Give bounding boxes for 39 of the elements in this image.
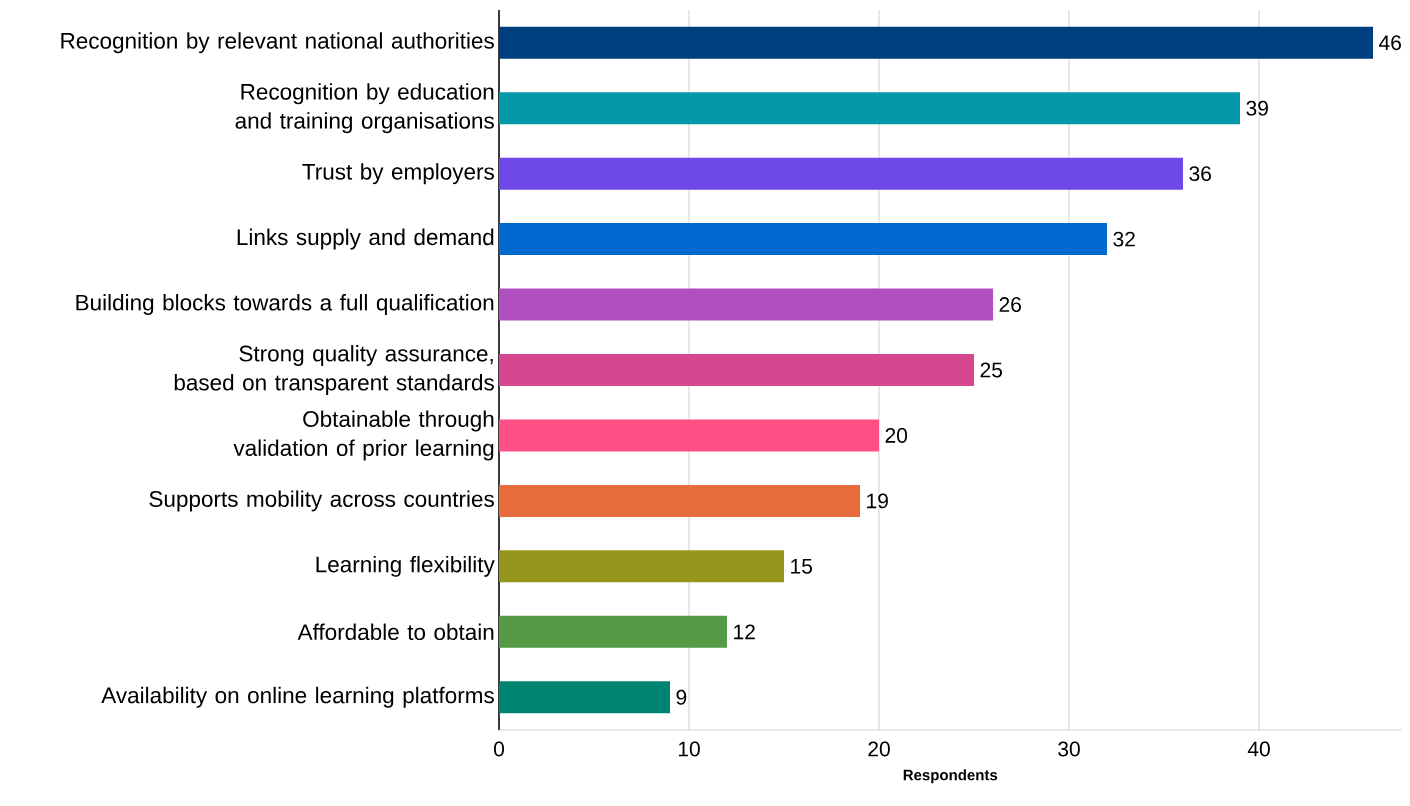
bar — [499, 157, 1184, 190]
y-tick-label: Recognition by education and training organisations — [235, 83, 494, 134]
data-label: 25 — [980, 362, 1003, 378]
bar — [499, 484, 861, 517]
bar — [499, 354, 975, 386]
data-label: 39 — [1246, 100, 1268, 116]
y-tick-label: Learning flexibility — [316, 555, 495, 577]
data-label: 26 — [999, 297, 1021, 312]
data-label: 19 — [867, 493, 888, 509]
y-tick-label: Availability on online learning platforms — [101, 686, 494, 708]
bar — [499, 288, 994, 321]
y-tick-label: Building blocks towards a full qualification — [76, 294, 494, 316]
bar — [499, 92, 1241, 125]
data-label: 15 — [791, 559, 812, 574]
y-tick-label: Supports mobility across countries — [149, 490, 494, 512]
data-label: 12 — [734, 624, 755, 640]
y-tick-label: Recognition by relevant national authorities — [61, 32, 494, 54]
y-tick-label: Trust by employers — [302, 163, 494, 185]
y-tick-label: Affordable to obtain — [297, 623, 494, 641]
bar — [499, 615, 728, 648]
data-label: 32 — [1113, 231, 1135, 247]
data-label: 46 — [1379, 35, 1401, 51]
x-tick-label: 10 — [678, 741, 700, 757]
data-label: 36 — [1189, 166, 1211, 182]
y-tick-label: Obtainable through validation of prior learning — [233, 410, 494, 461]
x-tick-label: 0 — [493, 741, 505, 757]
x-tick-label: 40 — [1247, 741, 1270, 757]
bar — [499, 223, 1108, 256]
y-tick-label: Links supply and demand — [237, 228, 494, 250]
x-axis-title: Respondents — [903, 769, 998, 784]
y-tick-label: Strong quality assurance, based on transparent standards — [174, 345, 494, 395]
bar — [499, 26, 1374, 59]
bar — [499, 419, 880, 452]
x-tick-label: 30 — [1058, 741, 1080, 757]
x-tick-label: 20 — [868, 741, 890, 757]
data-label: 9 — [676, 689, 687, 705]
bar — [499, 550, 784, 583]
bar — [499, 681, 670, 714]
data-label: 20 — [885, 428, 908, 443]
